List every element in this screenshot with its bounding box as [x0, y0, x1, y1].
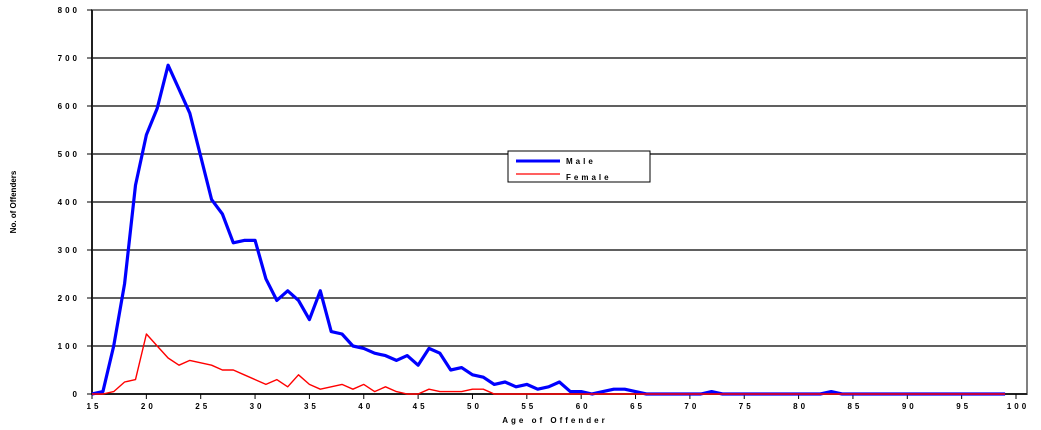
- x-tick-label: 80: [793, 402, 808, 411]
- x-tick-label: 40: [358, 402, 373, 411]
- x-tick-label: 30: [250, 402, 265, 411]
- series-lines: [91, 63, 1006, 396]
- y-tick-label: 800: [58, 6, 80, 15]
- y-tick-label: 400: [58, 198, 80, 207]
- x-tick-label: 15: [87, 402, 102, 411]
- x-tick-label: 85: [847, 402, 862, 411]
- y-tick-label: 200: [58, 294, 80, 303]
- y-tick-label: 300: [58, 246, 80, 255]
- x-tick-label: 90: [902, 402, 917, 411]
- series-line-female: [92, 333, 1006, 395]
- x-tick-label: 45: [413, 402, 428, 411]
- x-axis-title: Age of Offender: [502, 416, 607, 425]
- axes: [87, 9, 1027, 399]
- x-tick-label: 35: [304, 402, 319, 411]
- x-tick-label: 25: [195, 402, 210, 411]
- x-tick-label: 55: [521, 402, 536, 411]
- y-tick-label: 700: [58, 54, 80, 63]
- x-tick-label: 65: [630, 402, 645, 411]
- x-tick-label: 95: [956, 402, 971, 411]
- legend-label-female: Female: [566, 173, 612, 182]
- legend-label-male: Male: [566, 157, 596, 166]
- legend-box: [507, 150, 651, 183]
- x-tick-label: 70: [684, 402, 699, 411]
- legend: Male Female: [507, 150, 651, 183]
- x-tick-label: 75: [739, 402, 754, 411]
- y-axis-title: No. of Offenders: [9, 170, 18, 233]
- y-tick-label: 500: [58, 150, 80, 159]
- series-line-male: [91, 63, 1006, 396]
- x-tick-label: 50: [467, 402, 482, 411]
- y-tick-label: 600: [58, 102, 80, 111]
- tick-labels: 0 100 200 300 400 500 600 700 800 15 20 25 30 35 40 45 5…: [58, 6, 1029, 411]
- x-tick-label: 100: [1007, 402, 1029, 411]
- y-tick-label: 100: [58, 342, 80, 351]
- x-tick-label: 60: [576, 402, 591, 411]
- x-tick-label: 20: [141, 402, 156, 411]
- y-tick-label: 0: [73, 390, 80, 399]
